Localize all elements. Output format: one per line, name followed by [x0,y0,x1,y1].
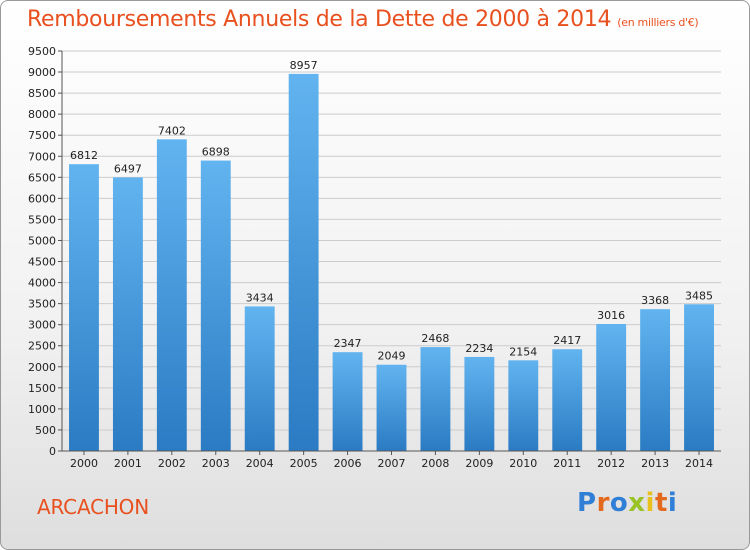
bar [69,164,99,451]
x-tick-label: 2013 [641,457,669,470]
x-tick-label: 2000 [70,457,98,470]
bar-value-labels: 6812 6497 7402 6898 3434 8957 2347 2049 2468 2234… [70,59,713,363]
bar-value-label: 2468 [421,332,449,345]
logo-letter: P [577,488,597,518]
y-tick-label: 1500 [28,382,56,395]
logo-letter: i [645,488,655,518]
bar-value-label: 2417 [553,334,581,347]
bar-value-label: 3485 [685,289,713,302]
x-tick-label: 2004 [246,457,274,470]
x-tick-label: 2003 [202,457,230,470]
bars [69,73,714,451]
y-tick-label: 1000 [28,403,56,416]
chart-unit-label: (en milliers d'€) [617,16,699,29]
x-tick-label: 2010 [509,457,537,470]
y-tick-label: 6000 [28,192,56,205]
y-tick-label: 9500 [28,45,56,58]
city-name: ARCACHON [37,495,149,519]
bar-value-label: 2049 [378,350,406,363]
y-tick-label: 5000 [28,234,56,247]
bar [684,304,714,451]
bar [200,160,231,451]
bar-value-label: 7402 [158,124,186,137]
bar [288,73,319,451]
bar [376,364,407,451]
y-tick-label: 9000 [28,66,56,79]
bar-value-label: 8957 [290,59,318,72]
chart-title-text: Remboursements Annuels de la Dette de 20… [27,7,612,32]
y-tick-label: 7500 [28,129,56,142]
bar [596,324,627,451]
bar-value-label: 2234 [465,342,493,355]
bar [640,309,671,451]
y-tick-label: 500 [35,424,56,437]
bar-value-label: 2347 [334,337,362,350]
bar-value-label: 3016 [597,309,625,322]
x-tick-label: 2005 [290,457,318,470]
x-tick-label: 2011 [553,457,581,470]
y-tick-label: 8500 [28,87,56,100]
y-tick-label: 6500 [28,171,56,184]
y-tick-label: 4000 [28,277,56,290]
bar [156,139,187,451]
bar-value-label: 6898 [202,146,230,159]
bar [464,356,495,451]
logo-letter: o [609,488,629,518]
logo-letter: r [596,488,610,518]
y-tick-label: 7000 [28,150,56,163]
x-tick-label: 2014 [685,457,713,470]
x-axis-ticks: 2000 2001 2002 2003 2004 2005 2006 2007 2008 2009… [70,451,713,470]
x-tick-label: 2001 [114,457,142,470]
bar [112,177,143,451]
y-tick-label: 4500 [28,256,56,269]
bar-value-label: 2154 [509,345,537,358]
x-tick-label: 2007 [378,457,406,470]
bar [244,306,275,451]
x-tick-label: 2008 [421,457,449,470]
logo-letter: t [654,488,668,518]
x-tick-label: 2009 [465,457,493,470]
x-tick-label: 2002 [158,457,186,470]
y-tick-label: 2500 [28,340,56,353]
x-tick-label: 2012 [597,457,625,470]
y-tick-label: 3500 [28,298,56,311]
bar [420,347,451,451]
y-tick-label: 5500 [28,213,56,226]
proxiti-logo[interactable]: Proxiti [577,488,677,518]
y-tick-label: 8000 [28,108,56,121]
bar-value-label: 3434 [246,291,274,304]
logo-letter: x [628,488,646,518]
bar [552,349,583,451]
bar [332,352,363,451]
x-tick-label: 2006 [334,457,362,470]
y-tick-label: 0 [49,445,56,458]
logo-letter: i [667,488,678,518]
bar-value-label: 3368 [641,294,669,307]
y-axis-ticks: 0 500 1000 1500 2000 2500 3000 3500 4000 4500 5000… [28,45,62,458]
y-tick-label: 3000 [28,319,56,332]
bar-value-label: 6497 [114,162,142,175]
bar-value-label: 6812 [70,149,98,162]
bar [508,360,539,451]
chart-title: Remboursements Annuels de la Dette de 20… [27,7,699,32]
y-tick-label: 2000 [28,361,56,374]
